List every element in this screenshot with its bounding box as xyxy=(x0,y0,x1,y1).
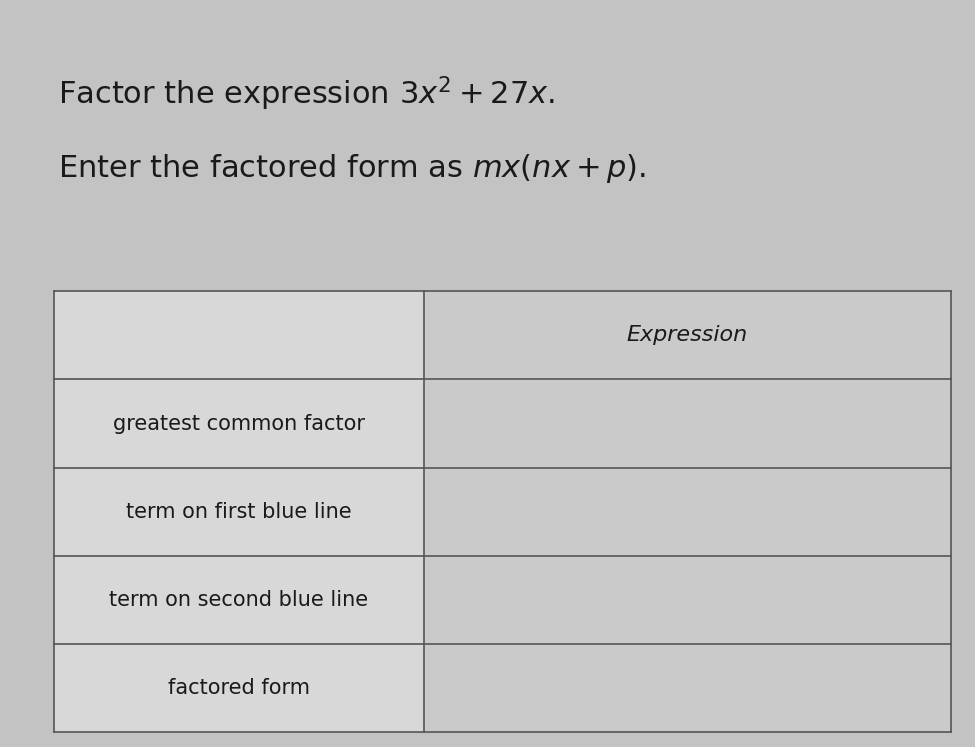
Bar xyxy=(424,644,951,732)
Bar xyxy=(54,468,424,556)
Bar xyxy=(424,379,951,468)
Text: term on second blue line: term on second blue line xyxy=(109,590,369,610)
Bar xyxy=(54,379,424,468)
Text: Enter the factored form as $mx(nx + p).$: Enter the factored form as $mx(nx + p).$ xyxy=(58,152,646,185)
Bar xyxy=(54,556,424,644)
Bar xyxy=(54,291,424,379)
Bar xyxy=(424,468,951,556)
Bar xyxy=(424,291,951,379)
Bar xyxy=(54,644,424,732)
Text: factored form: factored form xyxy=(168,678,310,698)
Text: Factor the expression $3x^2 + 27x.$: Factor the expression $3x^2 + 27x.$ xyxy=(58,74,556,113)
Text: Expression: Expression xyxy=(627,326,748,345)
Bar xyxy=(424,556,951,644)
Text: term on first blue line: term on first blue line xyxy=(126,502,352,521)
Text: greatest common factor: greatest common factor xyxy=(113,414,365,433)
